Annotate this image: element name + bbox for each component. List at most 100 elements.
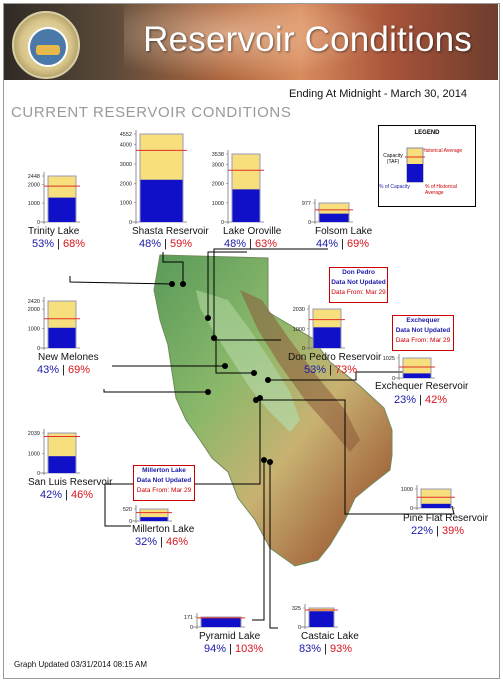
leader-line xyxy=(104,398,261,527)
tick-label: 0 xyxy=(129,519,132,525)
pct-separator: | xyxy=(433,525,443,537)
reservoir-percentages: 23% | 42% xyxy=(394,394,447,406)
reservoir-name: Trinity Lake xyxy=(28,226,80,237)
tick-label: 4000 xyxy=(120,143,132,149)
notice-millerton: Millerton Lake Data Not Updated Data Fro… xyxy=(133,465,195,501)
reservoir-location-dot xyxy=(180,281,186,287)
header-banner: Reservoir Conditions xyxy=(4,4,498,80)
storage-bar xyxy=(140,179,183,222)
tick-label: 0 xyxy=(37,471,40,477)
tick-label: 2448 xyxy=(28,174,40,180)
graph-updated-footer: Graph Updated 03/31/2014 08:15 AM xyxy=(14,660,147,669)
notice-exchequer: Exchequer Data Not Updated Data From: Ma… xyxy=(392,315,454,351)
reservoir-percentages: 83% | 93% xyxy=(299,643,352,655)
reservoir-name: San Luis Reservoir xyxy=(28,477,113,488)
tick-label: 2030 xyxy=(293,307,305,313)
pct-capacity: 43% xyxy=(37,364,60,376)
reservoir-name: Don Pedro Reservoir xyxy=(288,352,382,363)
legend-capacity-label: Capacity (TAF) xyxy=(383,153,403,165)
pct-separator: | xyxy=(321,643,331,655)
reservoir-chart: 0 1000 2039 xyxy=(28,429,80,477)
tick-label: 4552 xyxy=(120,132,132,138)
reservoir-chart: 0 1000 2000 2420 xyxy=(28,297,80,352)
pct-historical: 46% xyxy=(166,536,189,548)
reservoir-location-dot xyxy=(169,281,175,287)
tick-label: 0 xyxy=(37,220,40,226)
legend-pct-hist-label: % of Historical Average xyxy=(425,184,457,196)
reservoir-location-dot xyxy=(222,363,228,369)
tick-label: 171 xyxy=(184,615,193,621)
tick-label: 2000 xyxy=(212,182,224,188)
reservoir-name: Shasta Reservoir xyxy=(132,226,209,237)
pct-separator: | xyxy=(157,536,167,548)
reservoir-percentages: 48% | 59% xyxy=(139,238,192,250)
tick-label: 3538 xyxy=(212,152,224,158)
storage-bar xyxy=(48,197,76,222)
pct-capacity: 32% xyxy=(135,536,158,548)
reservoir-chart: 0 977 xyxy=(302,199,353,226)
reservoir-name: Pine Flat Reservoir xyxy=(403,513,489,524)
reservoir-percentages: 48% | 63% xyxy=(224,238,277,250)
pct-historical: 69% xyxy=(68,364,91,376)
reservoir-chart: 0 1000 2000 3000 4000 4552 xyxy=(120,130,187,226)
leader-lines xyxy=(69,248,455,629)
reservoir-location-dot xyxy=(211,335,217,341)
page-frame xyxy=(3,3,500,679)
tick-label: 520 xyxy=(123,507,132,513)
tick-label: 1000 xyxy=(28,201,40,207)
reservoir-location-dot xyxy=(261,457,267,463)
reservoir-chart: 0 1000 2000 3000 3538 xyxy=(212,150,264,226)
storage-bar xyxy=(48,327,76,348)
storage-bar xyxy=(232,189,260,222)
reservoir-percentages: 22% | 39% xyxy=(411,525,464,537)
reservoir-percentages: 44% | 69% xyxy=(316,238,369,250)
pct-historical: 68% xyxy=(63,238,86,250)
tick-label: 325 xyxy=(292,606,301,612)
reservoir-name: Exchequer Reservoir xyxy=(375,381,469,392)
reservoir-charts: 0 1000 2000 2448 0 1000 2000 3000 4000 4552 0 1000 2… xyxy=(28,130,455,631)
reservoir-name: Castaic Lake xyxy=(301,631,359,642)
reservoir-location-dot xyxy=(253,397,259,403)
pct-capacity: 42% xyxy=(40,489,63,501)
pct-separator: | xyxy=(62,489,72,501)
pct-capacity: 22% xyxy=(411,525,434,537)
tick-label: 2000 xyxy=(120,181,132,187)
tick-label: 1025 xyxy=(383,356,395,362)
leader-line xyxy=(269,462,278,629)
reservoir-name: New Melones xyxy=(38,352,99,363)
reservoir-name: Lake Oroville xyxy=(223,226,282,237)
pct-separator: | xyxy=(246,238,256,250)
pct-historical: 59% xyxy=(170,238,193,250)
pct-capacity: 48% xyxy=(139,238,162,250)
pct-separator: | xyxy=(54,238,64,250)
reservoir-percentages: 43% | 69% xyxy=(37,364,90,376)
storage-bar xyxy=(403,373,431,378)
leader-line xyxy=(103,389,208,393)
location-dots xyxy=(169,281,273,465)
notice-don-pedro: Don Pedro Data Not Updated Data From: Ma… xyxy=(329,267,388,303)
tick-label: 0 xyxy=(308,220,311,226)
reservoir-location-dot xyxy=(251,370,257,376)
tick-label: 977 xyxy=(302,201,311,207)
pct-separator: | xyxy=(416,394,426,406)
pct-historical: 73% xyxy=(335,364,358,376)
leader-line xyxy=(215,339,281,374)
reservoir-percentages: 53% | 73% xyxy=(304,364,357,376)
pct-historical: 39% xyxy=(442,525,465,537)
sierra-shape xyxy=(240,290,360,452)
leader-line xyxy=(213,248,328,338)
storage-bar xyxy=(313,327,341,348)
pct-historical: 42% xyxy=(425,394,448,406)
tick-label: 2000 xyxy=(28,182,40,188)
legend-title: LEGEND xyxy=(414,130,440,136)
reservoir-name: Millerton Lake xyxy=(132,524,195,535)
tick-label: 2000 xyxy=(28,307,40,313)
pct-capacity: 94% xyxy=(204,643,227,655)
tick-label: 0 xyxy=(410,506,413,512)
tick-label: 0 xyxy=(129,220,132,226)
leader-line xyxy=(252,460,265,621)
pct-separator: | xyxy=(338,238,348,250)
storage-bar xyxy=(421,503,451,508)
legend: LEGEND Capacity (TAF) Historical Average… xyxy=(378,125,476,207)
